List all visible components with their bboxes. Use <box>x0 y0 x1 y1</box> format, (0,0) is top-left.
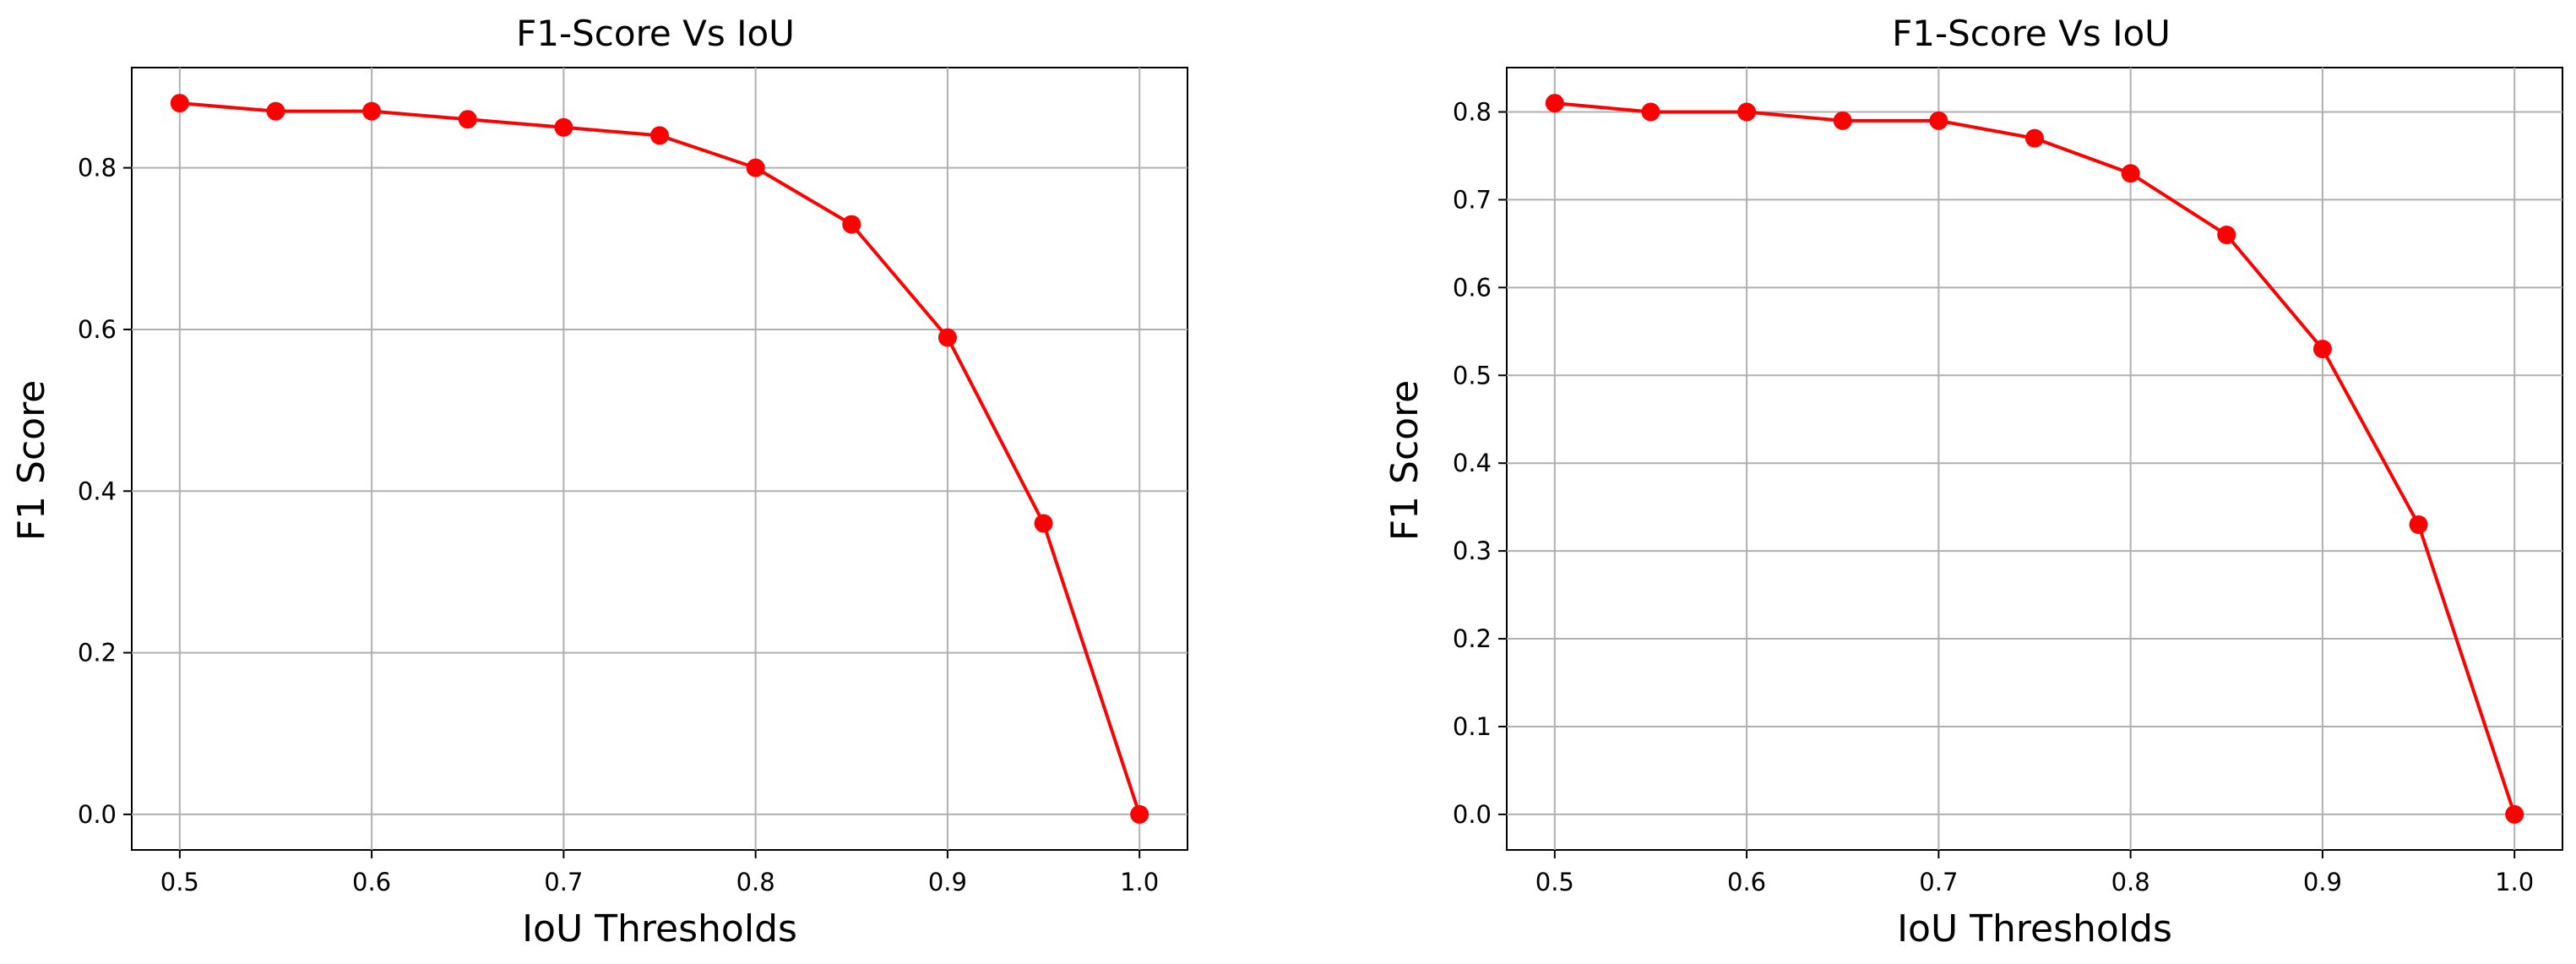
y-tick-label: 0.4 <box>1453 449 1492 477</box>
data-point <box>2312 340 2332 359</box>
series <box>170 94 1149 824</box>
y-tick-label: 0.7 <box>1453 185 1492 214</box>
y-axis-label: F1 Score <box>1383 380 1427 542</box>
x-tick-label: 0.9 <box>928 868 967 896</box>
data-point <box>2025 128 2044 148</box>
data-point <box>362 101 382 121</box>
series-line <box>1554 101 2517 815</box>
data-point <box>170 94 189 113</box>
chart-left: F1-Score Vs IoU 0.5 0.6 0.7 0.8 0.9 1.0 0.0 0.2… <box>10 13 1188 950</box>
grid <box>1507 68 2562 850</box>
y-tick-label: 0.8 <box>1453 97 1492 126</box>
y-tick-label: 0.5 <box>1453 361 1492 389</box>
series <box>1545 94 2524 824</box>
y-tick-label: 0.8 <box>78 154 117 182</box>
chart-title: F1-Score Vs IoU <box>516 13 795 54</box>
x-tick-label: 0.7 <box>1919 868 1958 896</box>
data-point <box>1833 111 1852 130</box>
x-tick-label: 0.9 <box>2303 868 2342 896</box>
data-point <box>1545 94 1564 113</box>
data-point <box>2217 225 2236 244</box>
y-tick-label: 0.6 <box>78 315 117 344</box>
data-point <box>650 126 669 145</box>
x-axis-label: IoU Thresholds <box>522 907 797 950</box>
y-tick-label: 0.2 <box>78 639 117 667</box>
ticks: 0.5 0.6 0.7 0.8 0.9 1.0 0.0 0.1 0.2 0.3 0.4 0.5 0.6 0… <box>1453 97 2534 896</box>
ticks: 0.5 0.6 0.7 0.8 0.9 1.0 0.0 0.2 0.4 0.6 0.8 <box>78 154 1159 896</box>
x-tick-label: 0.6 <box>1727 868 1766 896</box>
data-point <box>1737 102 1757 122</box>
x-tick-label: 0.8 <box>736 868 775 896</box>
data-point <box>1034 514 1053 533</box>
data-point <box>2505 804 2524 824</box>
data-point <box>266 101 285 121</box>
x-tick-label: 0.5 <box>160 868 199 896</box>
x-tick-label: 0.5 <box>1535 868 1574 896</box>
plot-frame <box>131 67 1188 851</box>
y-tick-label: 0.1 <box>1453 712 1492 741</box>
x-tick-label: 0.6 <box>352 868 391 896</box>
y-tick-label: 0.4 <box>78 477 117 505</box>
x-axis-label: IoU Thresholds <box>1897 907 2172 950</box>
x-tick-label: 1.0 <box>1120 868 1159 896</box>
plot-frame <box>1506 67 2563 851</box>
data-point <box>1929 111 1948 130</box>
y-tick-label: 0.3 <box>1453 536 1492 565</box>
x-tick-label: 0.8 <box>2111 868 2150 896</box>
data-point <box>458 110 477 129</box>
data-point <box>842 215 861 234</box>
data-point <box>746 158 765 177</box>
y-tick-label: 0.2 <box>1453 624 1492 653</box>
y-tick-label: 0.6 <box>1453 273 1492 302</box>
data-point <box>554 117 573 137</box>
y-axis-label: F1 Score <box>10 380 53 542</box>
y-tick-label: 0.0 <box>1453 800 1492 829</box>
data-point <box>937 328 957 347</box>
series-line <box>179 101 1142 815</box>
data-point <box>1130 804 1149 824</box>
grid <box>132 68 1187 850</box>
data-point <box>1641 102 1660 122</box>
data-point <box>2409 515 2428 534</box>
chart-right: F1-Score Vs IoU 0.5 0.6 0.7 0.8 0.9 1.0 0.0 0.1… <box>1383 13 2563 950</box>
chart-title: F1-Score Vs IoU <box>1892 13 2171 54</box>
x-tick-label: 0.7 <box>544 868 583 896</box>
y-tick-label: 0.0 <box>78 800 117 829</box>
x-tick-label: 1.0 <box>2495 868 2534 896</box>
data-point <box>2121 164 2140 183</box>
